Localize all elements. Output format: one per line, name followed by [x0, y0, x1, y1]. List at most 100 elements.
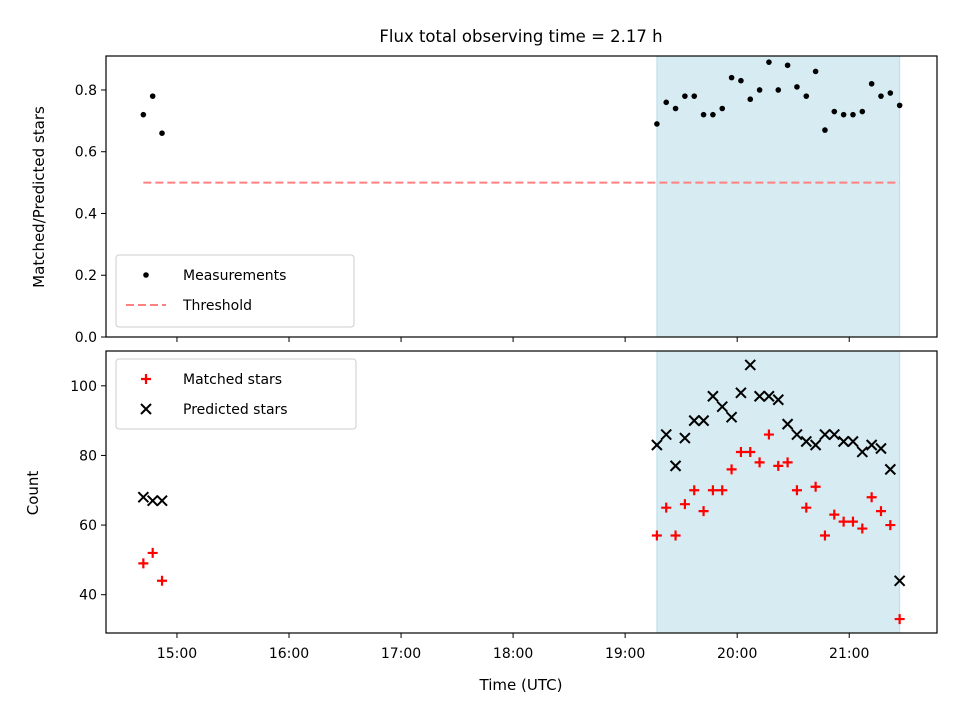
matched-star-point [147, 547, 158, 558]
y-tick-label: 0.6 [75, 145, 97, 161]
legend-box [115, 254, 355, 328]
matched-star-point [885, 520, 896, 531]
matched-star-point [157, 575, 168, 586]
measurement-point [710, 111, 716, 118]
y-tick-label: 60 [79, 518, 97, 534]
predicted-star-point [744, 359, 756, 371]
measurement-point [682, 93, 688, 99]
legend-label: Matched stars [183, 372, 282, 388]
measurement-point [887, 90, 894, 96]
matched-star-point [651, 530, 662, 541]
predicted-star-point [837, 435, 850, 448]
y-tick-label: 0.4 [75, 206, 97, 222]
measurement-point [812, 68, 819, 75]
legend-box [115, 358, 357, 430]
measurement-point [719, 105, 726, 112]
top-panel: 0.0 0.2 0.4 0.6 0.8 Measurements Threshold [75, 55, 938, 346]
predicted-star-point [669, 460, 682, 472]
bottom-y-axis-label: Count [24, 471, 42, 516]
measurement-point [691, 93, 698, 99]
measurement-point [784, 62, 791, 69]
predicted-star-point [660, 428, 672, 441]
predicted-star-point [146, 494, 159, 507]
predicted-star-point [716, 400, 728, 413]
predicted-star-point [875, 442, 887, 455]
measurement-point [868, 80, 875, 87]
predicted-star-point [735, 387, 747, 399]
measurement-point [159, 130, 165, 136]
predicted-star-point [697, 414, 710, 427]
measurement-point [654, 121, 660, 127]
matched-star-point [866, 492, 877, 503]
measurement-point [896, 102, 903, 109]
matched-star-point [698, 506, 709, 517]
matched-star-point [819, 530, 830, 541]
predicted-star-point [763, 390, 775, 402]
y-tick-label: 0.8 [75, 83, 97, 99]
measurement-point [700, 111, 707, 118]
observing-band [656, 55, 901, 338]
matched-star-point [689, 485, 700, 496]
matched-star-point [745, 446, 756, 457]
predicted-star-point [156, 494, 168, 507]
measurement-point [840, 111, 847, 118]
predicted-star-point [781, 418, 794, 430]
x-tick-label: 16:00 [269, 646, 309, 662]
matched-star-point [791, 485, 802, 496]
matched-star-point [763, 429, 774, 440]
top-y-axis-label: Matched/Predicted stars [30, 106, 48, 288]
measurement-point [747, 96, 754, 103]
axes-frame [105, 55, 938, 338]
predicted-star-point [707, 390, 719, 402]
measurement-point [728, 74, 735, 81]
measurement-point [775, 87, 782, 93]
matched-star-point [773, 460, 784, 471]
legend-label: Measurements [183, 268, 286, 284]
matched-star-point [829, 509, 840, 520]
measurement-point [756, 87, 763, 93]
legend-marker [140, 403, 152, 415]
legend: Matched stars Predicted stars [115, 358, 357, 430]
matched-star-point [754, 457, 765, 468]
y-tick-label: 100 [70, 379, 97, 395]
matched-star-point [857, 523, 868, 534]
predicted-star-point [819, 428, 831, 441]
measurement-point [859, 108, 866, 115]
predicted-star-point [137, 491, 150, 503]
measurement-point [149, 93, 156, 99]
predicted-star-point [679, 432, 691, 444]
axes-frame [105, 350, 938, 634]
x-tick-label: 21:00 [829, 646, 869, 662]
observing-band [656, 350, 901, 634]
predicted-star-point [893, 575, 906, 587]
predicted-star-point [865, 439, 878, 451]
predicted-star-point [856, 446, 869, 458]
matched-star-point [679, 499, 690, 510]
measurement-point [878, 93, 884, 99]
y-tick-label: 0.2 [75, 268, 97, 284]
x-tick-label: 17:00 [381, 646, 421, 662]
matched-star-point [735, 446, 746, 457]
y-tick-label: 80 [79, 448, 97, 464]
matched-star-point [661, 502, 672, 513]
measurement-point [140, 111, 147, 118]
y-tick-label: 40 [79, 588, 97, 604]
matched-star-point [847, 516, 858, 527]
matched-star-point [875, 506, 886, 517]
measurement-point [738, 77, 744, 84]
predicted-star-point [828, 428, 840, 441]
chart-title: Flux total observing time = 2.17 h [379, 27, 662, 46]
measurement-point [794, 84, 800, 90]
legend-marker [141, 374, 151, 384]
y-tick-label: 0.0 [75, 330, 97, 346]
matched-star-point [670, 530, 681, 541]
matched-star-point [717, 485, 728, 496]
measurement-point [803, 93, 810, 99]
x-tick-label: 20:00 [717, 646, 757, 662]
measurement-point [663, 99, 670, 106]
legend-label: Predicted stars [183, 402, 288, 418]
predicted-star-point [688, 414, 700, 427]
legend-label: Threshold [182, 298, 252, 314]
measurement-point [822, 127, 828, 133]
